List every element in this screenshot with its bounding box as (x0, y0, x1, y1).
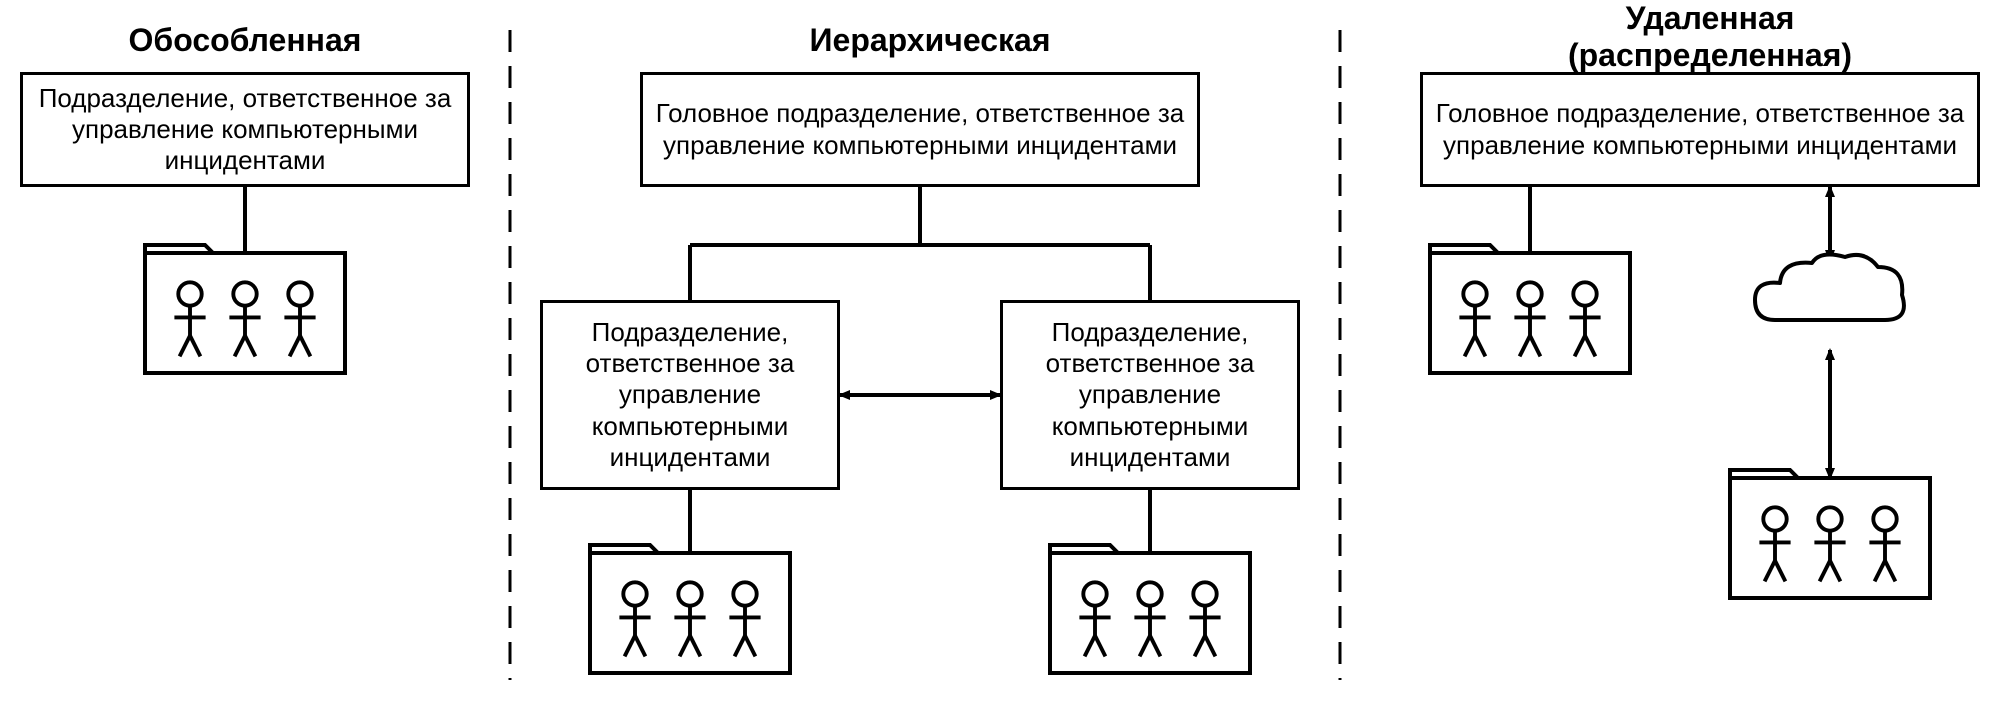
col2-box2: Подразделение, ответственное за управлен… (540, 300, 840, 490)
col3-box1: Головное подразделение, ответственное за… (1420, 72, 1980, 187)
col1-title: Обособленная (95, 22, 395, 59)
col1-box1: Подразделение, ответственное за управлен… (20, 72, 470, 187)
col2-title: Иерархическая (780, 22, 1080, 59)
cloud (1755, 255, 1904, 320)
col3-title: Удаленная (распределенная) (1490, 0, 1930, 74)
col2-box1: Головное подразделение, ответственное за… (640, 72, 1200, 187)
col2-box3: Подразделение, ответственное за управлен… (1000, 300, 1300, 490)
diagram-canvas: Обособленная Иерархическая Удаленная (ра… (0, 0, 2004, 704)
